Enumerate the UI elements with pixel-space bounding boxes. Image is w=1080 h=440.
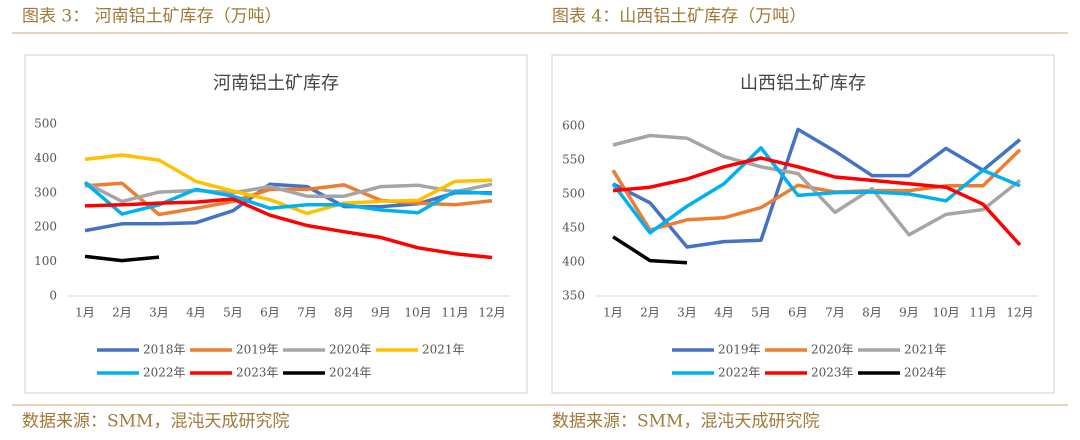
x-tick-label: 8月 [862,306,882,320]
series-line [84,181,493,217]
x-tick-label: 4月 [186,306,206,320]
x-tick-label: 6月 [260,306,280,320]
series-line [612,235,688,265]
series-line [611,146,1021,235]
y-tick-label: 0 [49,289,57,303]
y-tick-label: 300 [34,185,57,199]
x-tick-label: 3月 [149,306,169,320]
legend-label: 2024年 [904,366,947,380]
source-note: 数据来源：SMM，混沌天成研究院 [22,412,289,432]
chart-title: 河南铝土矿库存 [213,73,339,94]
series-line [611,148,1022,232]
y-tick-label: 200 [34,220,57,234]
x-tick-label: 1月 [75,306,95,320]
series-line [84,197,493,260]
y-tick-label: 450 [562,221,585,235]
series-line [612,127,1022,249]
y-tick-label: 500 [34,117,57,131]
x-tick-label: 2月 [640,306,660,320]
legend-label: 2020年 [329,343,372,357]
x-tick-label: 12月 [478,306,505,320]
series-line [83,181,493,216]
x-tick-label: 2月 [112,306,132,320]
legend-label: 2023年 [811,366,854,380]
series-line [84,180,493,204]
chart-title: 山西铝土矿库存 [740,73,866,94]
x-tick-label: 10月 [404,306,431,320]
series-line [84,254,160,263]
y-tick-label: 400 [34,151,57,165]
x-tick-label: 11月 [441,306,468,320]
chart-frame [551,54,1055,394]
chart-frame [24,54,528,394]
figure-label: 图表 3： 河南铝土矿库存（万吨） [22,7,282,27]
y-tick-label: 600 [562,119,585,133]
y-tick-label: 100 [34,254,57,268]
x-tick-label: 7月 [297,306,317,320]
x-tick-label: 4月 [714,306,734,320]
x-tick-label: 5月 [223,306,243,320]
y-tick-label: 400 [562,255,585,269]
legend-label: 2021年 [422,343,465,357]
legend-label: 2022年 [718,366,761,380]
x-tick-label: 3月 [677,306,697,320]
y-tick-label: 350 [562,289,585,303]
figure-label: 图表 4：山西铝土矿库存（万吨） [552,7,806,27]
source-note: 数据来源：SMM，混沌天成研究院 [552,412,819,432]
x-tick-label: 6月 [788,306,808,320]
x-tick-label: 10月 [932,306,959,320]
legend-label: 2019年 [236,343,279,357]
legend-label: 2018年 [143,343,186,357]
y-tick-label: 500 [562,187,585,201]
legend-label: 2021年 [904,343,947,357]
legend-label: 2019年 [718,343,761,357]
x-tick-label: 9月 [371,306,391,320]
legend-label: 2023年 [236,366,279,380]
x-tick-label: 7月 [825,306,845,320]
x-tick-label: 5月 [751,306,771,320]
legend-label: 2020年 [811,343,854,357]
x-tick-label: 1月 [603,306,623,320]
x-tick-label: 9月 [899,306,919,320]
legend-label: 2024年 [329,366,372,380]
y-tick-label: 550 [562,153,585,167]
series-line [612,156,1022,247]
x-tick-label: 12月 [1006,306,1033,320]
x-tick-label: 8月 [334,306,354,320]
x-tick-label: 11月 [969,306,996,320]
legend-label: 2022年 [143,366,186,380]
